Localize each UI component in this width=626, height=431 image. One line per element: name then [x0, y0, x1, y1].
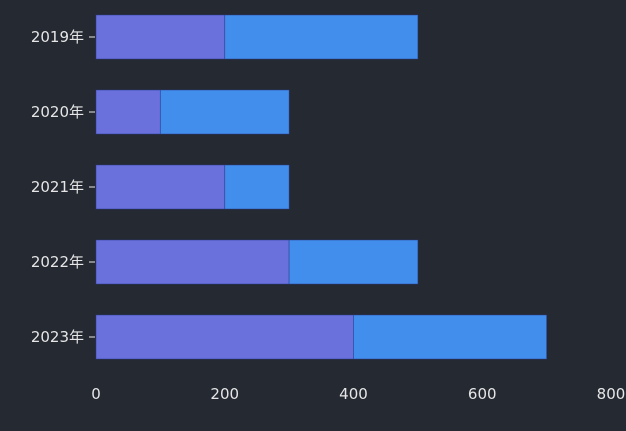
x-tick-label: 400: [339, 385, 368, 403]
bar-2023年-series-2[interactable]: [353, 314, 548, 360]
bar-2022年-series-1[interactable]: [95, 239, 290, 285]
bar-2019年-series-2[interactable]: [224, 14, 419, 60]
y-axis: 2019年 2020年 2021年 2022年 2023年: [31, 28, 95, 346]
x-tick-label: 0: [91, 385, 101, 403]
y-tick-label: 2019年: [31, 28, 84, 46]
bar-2023年-series-1[interactable]: [95, 314, 354, 360]
x-tick-label: 800: [597, 385, 626, 403]
bar-2022年-series-2[interactable]: [288, 239, 419, 285]
bar-2021年-series-2[interactable]: [224, 164, 290, 210]
y-tick-label: 2020年: [31, 103, 84, 121]
bar-2019年-series-1[interactable]: [95, 14, 226, 60]
x-tick-label: 200: [210, 385, 239, 403]
x-tick-label: 600: [468, 385, 497, 403]
bars-layer: [95, 14, 548, 360]
x-axis: 0 200 400 600 800: [91, 385, 625, 403]
bar-2020年-series-1[interactable]: [95, 89, 161, 135]
bar-2020年-series-2[interactable]: [159, 89, 290, 135]
y-tick-label: 2022年: [31, 253, 84, 271]
bar-2021年-series-1[interactable]: [95, 164, 226, 210]
y-tick-label: 2021年: [31, 178, 84, 196]
y-tick-label: 2023年: [31, 328, 84, 346]
